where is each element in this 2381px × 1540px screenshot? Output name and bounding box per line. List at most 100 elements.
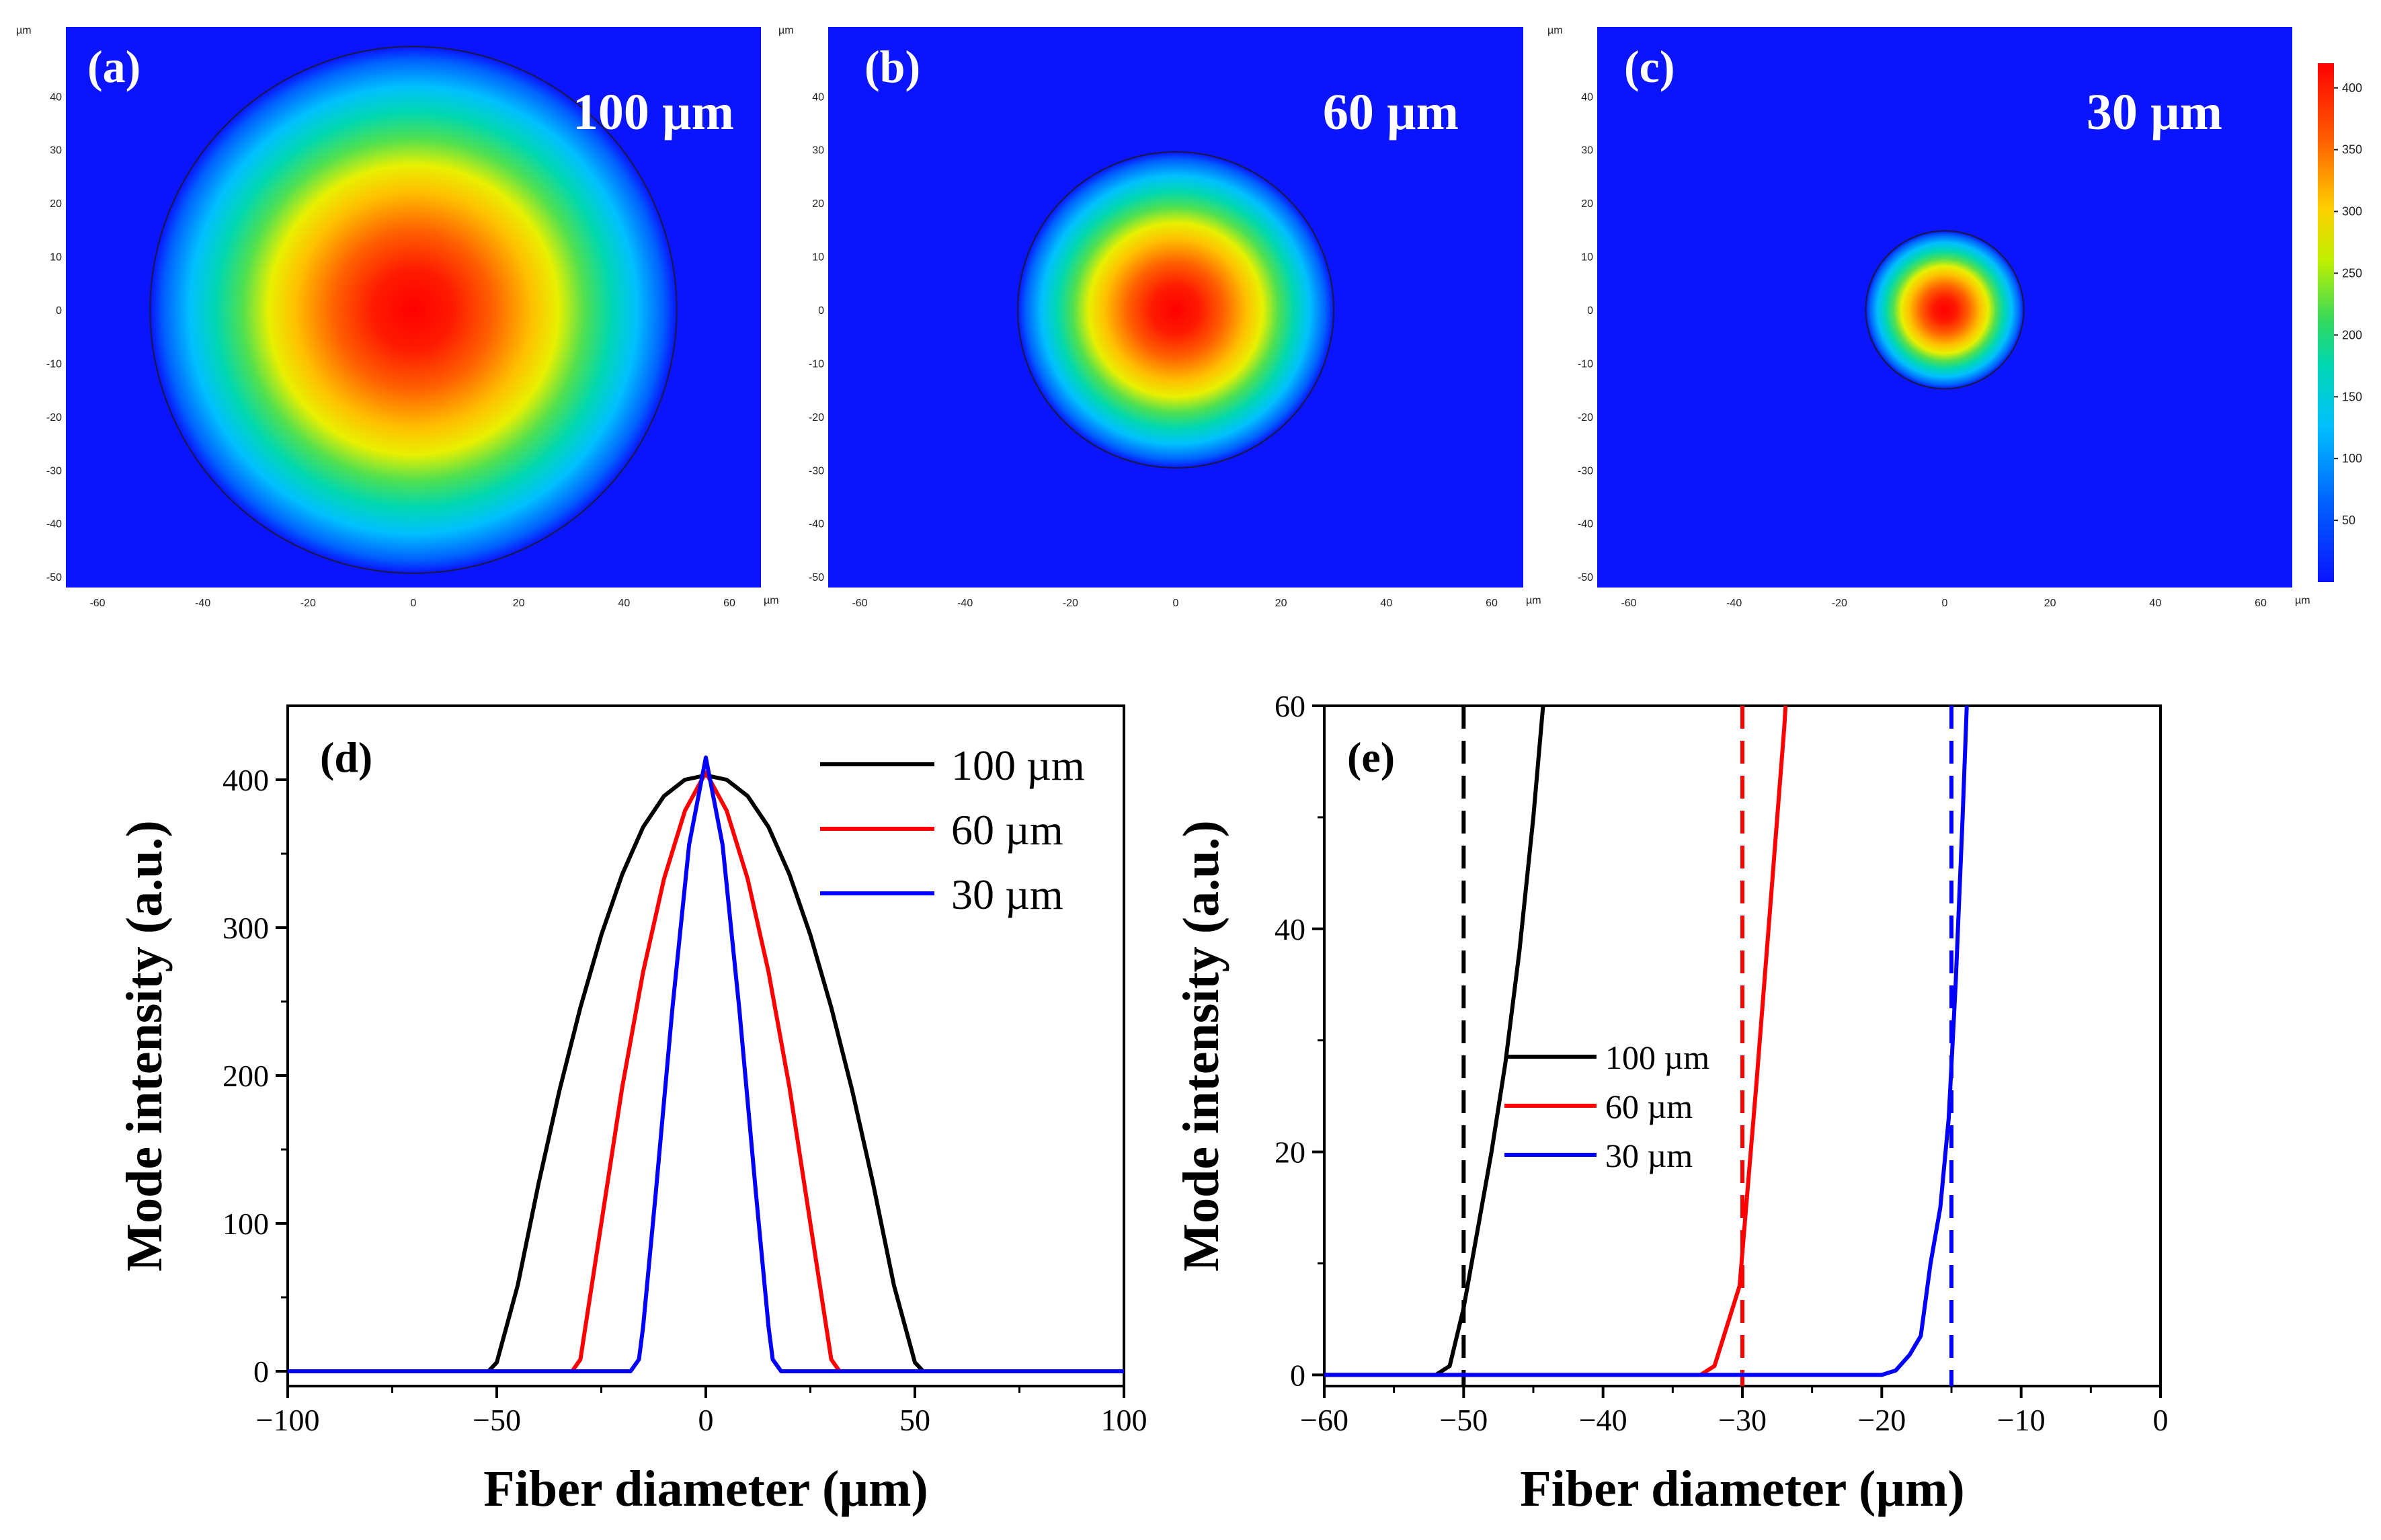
x-tick-label: -40 — [195, 598, 210, 609]
x-unit-label: µm — [1526, 595, 1541, 606]
x-tick-label: −100 — [256, 1403, 320, 1437]
y-tick-label: -50 — [46, 572, 62, 583]
y-tick-label: -40 — [809, 519, 824, 530]
colorbar-tick-label: 250 — [2342, 266, 2362, 280]
y-tick-label: -40 — [1578, 519, 1593, 530]
x-tick-label: 40 — [618, 598, 630, 609]
x-tick-label: -20 — [1063, 598, 1078, 609]
series-line-60um — [1324, 706, 1785, 1375]
chart-d: −100 −50 0 50 100 0 100 200 300 400 (d) 100 µm 60… — [116, 706, 1147, 1517]
x-tick-label: -20 — [1832, 598, 1847, 609]
y-tick-label: 0 — [56, 305, 62, 317]
y-axis-title: Mode intensity (a.u.) — [1173, 820, 1229, 1271]
colorbar-tick-label: 350 — [2342, 143, 2362, 157]
x-tick-label: -60 — [89, 598, 105, 609]
y-tick-label: 40 — [812, 91, 824, 103]
y-tick-label: -10 — [46, 358, 62, 370]
y-tick-label: 400 — [223, 763, 269, 797]
y-tick-label: 40 — [1581, 91, 1593, 103]
figure: (a) 100 µm -60 -40 -20 0 20 40 60403020100-10-… — [0, 0, 2381, 1540]
y-tick-label: -30 — [809, 465, 824, 477]
legend-label-60um: 60 µm — [951, 806, 1063, 854]
x-tick-label: -40 — [957, 598, 973, 609]
mode-field-disc — [1866, 231, 2024, 389]
x-tick-label: 60 — [2255, 598, 2267, 609]
y-tick-label: 200 — [223, 1059, 269, 1093]
x-axis-title: Fiber diameter (µm) — [483, 1461, 928, 1517]
colorbar-tick-label: 50 — [2342, 514, 2355, 527]
y-tick-label: 0 — [818, 305, 824, 317]
y-tick-label: -50 — [809, 572, 824, 583]
x-tick-label: 0 — [1173, 598, 1179, 609]
panel-label: (d) — [320, 733, 372, 781]
y-tick-label: 0 — [253, 1354, 269, 1389]
y-tick-label: -10 — [809, 358, 824, 370]
x-tick-label: 60 — [1486, 598, 1498, 609]
colorbar-tick-label: 200 — [2342, 328, 2362, 341]
y-tick-label: -20 — [809, 412, 824, 423]
legend: 100 µm 60 µm 30 µm — [1504, 1039, 1709, 1174]
mode-panel-c: (c) 30 µm -60 -40 -20 0 20 40 60 40 30 20 10 0 -10 -2… — [1547, 25, 2310, 609]
y-tick-label: 100 — [223, 1207, 269, 1241]
colorbar: 400 350 300 250 200 150 100 50 — [2318, 63, 2362, 582]
x-tick-label: 50 — [899, 1403, 930, 1437]
x-tick-label: -60 — [1621, 598, 1636, 609]
x-tick-label: -40 — [1726, 598, 1742, 609]
y-tick-label: 30 — [50, 145, 62, 157]
x-tick-label: −40 — [1579, 1403, 1627, 1437]
y-unit-label: µm — [778, 25, 794, 36]
y-tick-label: -20 — [1578, 412, 1593, 423]
legend-label-100um: 100 µm — [1605, 1039, 1709, 1076]
y-tick-label: 20 — [812, 198, 824, 210]
y-tick-label: 20 — [1581, 198, 1593, 210]
y-axis-title: Mode intensity (a.u.) — [116, 820, 173, 1271]
y-tick-label: 40 — [1275, 912, 1305, 946]
core-size-label: 100 µm — [573, 84, 734, 140]
y-tick-label: 10 — [812, 252, 824, 264]
x-tick-label: 20 — [2044, 598, 2056, 609]
panel-label: (e) — [1347, 733, 1395, 781]
colorbar-gradient — [2318, 63, 2334, 582]
x-tick-label: 0 — [2153, 1403, 2169, 1437]
x-tick-label: −60 — [1300, 1403, 1348, 1437]
colorbar-tick-label: 400 — [2342, 81, 2362, 95]
mode-panel-a: (a) 100 µm -60 -40 -20 0 20 40 60 40 30 20 10 0 -10 -… — [16, 25, 779, 609]
y-tick-label: -50 — [1578, 572, 1593, 583]
x-tick-label: 0 — [698, 1403, 714, 1437]
x-tick-label: −20 — [1857, 1403, 1906, 1437]
y-tick-label: -20 — [46, 412, 62, 423]
x-tick-label: 20 — [513, 598, 525, 609]
y-tick-label: 20 — [50, 198, 62, 210]
y-tick-label: -30 — [46, 465, 62, 477]
legend-label-30um: 30 µm — [951, 870, 1063, 918]
y-tick-label: 40 — [50, 91, 62, 103]
mode-panel-b: (b) 60 µm -60 -40 -20 0 20 40 60 40 30 20 10 0 -10 -2… — [778, 25, 1541, 609]
x-tick-label: 60 — [723, 598, 735, 609]
colorbar-tick-label: 150 — [2342, 390, 2362, 403]
x-tick-label: 40 — [2149, 598, 2161, 609]
colorbar-tick-label: 300 — [2342, 205, 2362, 218]
y-tick-label: 20 — [1275, 1135, 1305, 1170]
legend-label-100um: 100 µm — [951, 741, 1085, 789]
x-unit-label: µm — [764, 595, 779, 606]
colorbar-tick-label: 100 — [2342, 452, 2362, 465]
panel-label: (c) — [1624, 41, 1674, 92]
legend-label-30um: 30 µm — [1605, 1137, 1693, 1174]
y-tick-label: 30 — [1581, 145, 1593, 157]
y-tick-label: 0 — [1290, 1358, 1305, 1392]
x-tick-label: -60 — [852, 598, 867, 609]
x-tick-label: −50 — [473, 1403, 521, 1437]
panel-label: (b) — [864, 41, 920, 92]
x-tick-label: −10 — [1997, 1403, 2046, 1437]
legend: 100 µm 60 µm 30 µm — [820, 741, 1085, 918]
x-tick-label: 40 — [1380, 598, 1392, 609]
x-tick-label: −30 — [1718, 1403, 1767, 1437]
x-unit-label: µm — [2295, 595, 2310, 606]
mode-field-disc — [1018, 152, 1334, 468]
y-tick-label: 300 — [223, 911, 269, 945]
y-unit-label: µm — [1547, 25, 1563, 36]
core-size-label: 30 µm — [2087, 84, 2222, 140]
y-tick-label: -10 — [1578, 358, 1593, 370]
core-size-label: 60 µm — [1323, 84, 1459, 140]
series-line-60um — [288, 772, 1124, 1371]
